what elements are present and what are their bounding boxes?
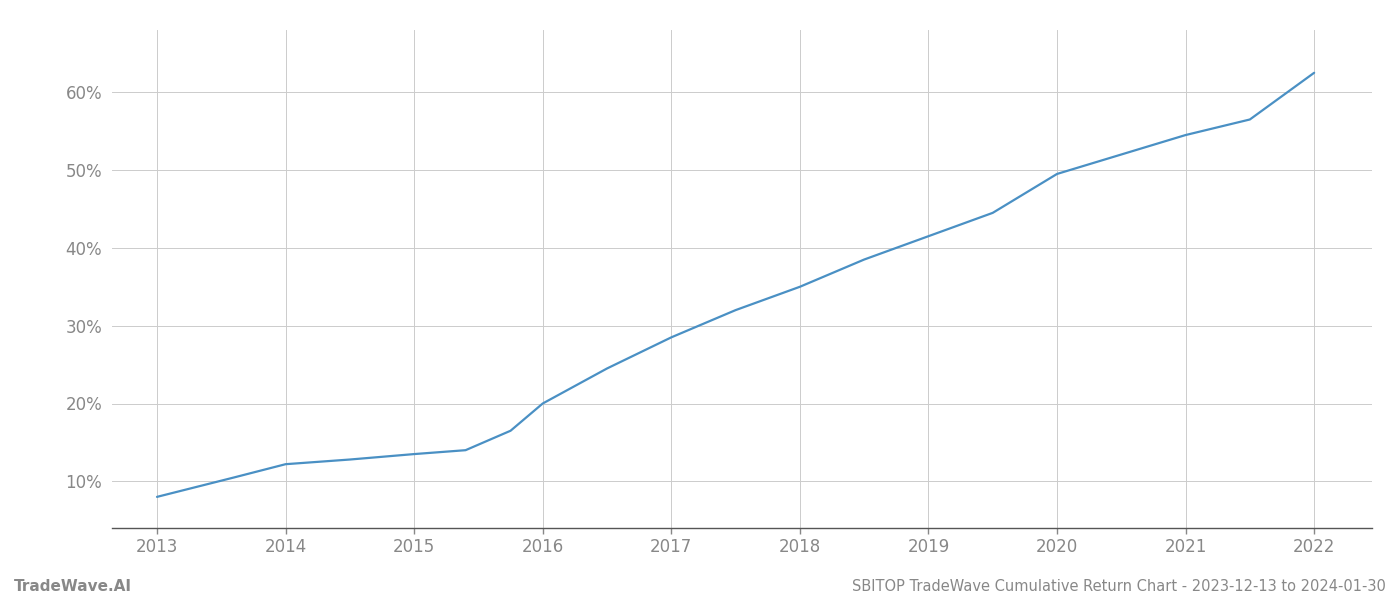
Text: TradeWave.AI: TradeWave.AI <box>14 579 132 594</box>
Text: SBITOP TradeWave Cumulative Return Chart - 2023-12-13 to 2024-01-30: SBITOP TradeWave Cumulative Return Chart… <box>853 579 1386 594</box>
